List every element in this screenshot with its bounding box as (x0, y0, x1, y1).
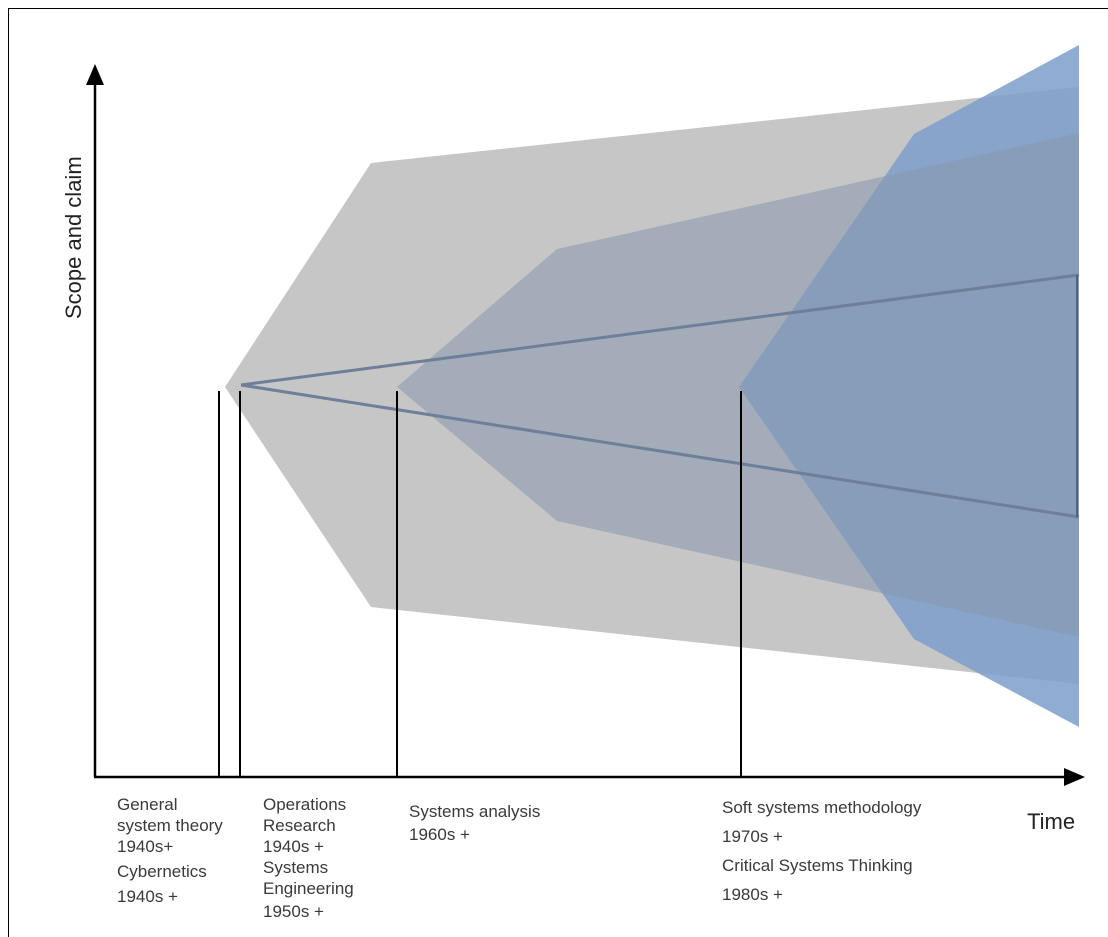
diagram-canvas (86, 45, 1085, 786)
milestone-label-systems-analysis: Systems analysis 1960s + (409, 802, 541, 844)
y-axis-label: Scope and claim (61, 156, 86, 319)
bluegray-region-systems-analysis (397, 133, 1079, 637)
milestone-label-general-system-theory: General system theory 1940s+ Cybernetics… (117, 795, 223, 906)
milestone-label-soft-systems: Soft systems methodology 1970s + Critica… (722, 798, 922, 904)
or-lower-line (240, 383, 1080, 519)
milestone-label-operations-research: Operations Research 1940s + Systems Engi… (263, 795, 354, 921)
diagram-frame: Scope and claim Time General system theo… (8, 8, 1108, 937)
y-axis-arrow (86, 64, 104, 85)
or-upper-line (240, 273, 1080, 387)
x-axis-arrow (1064, 768, 1085, 786)
x-axis-label: Time (1027, 809, 1076, 834)
